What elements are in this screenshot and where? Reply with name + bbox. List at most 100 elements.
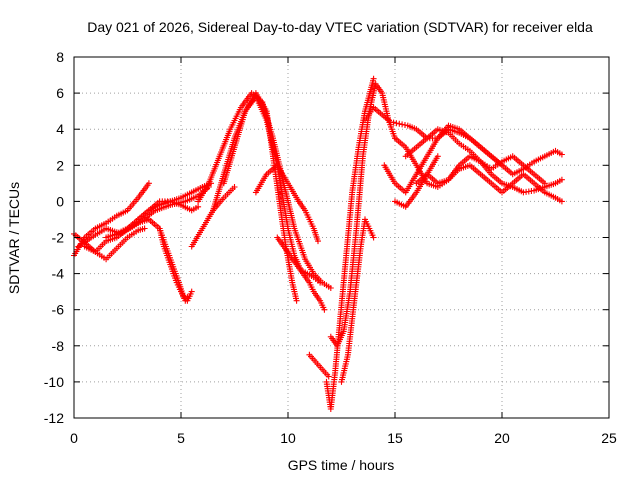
- data-trace-segment: [206, 155, 222, 185]
- data-trace-segment: [522, 163, 536, 176]
- x-tick-label: 0: [70, 430, 78, 446]
- data-point: [541, 180, 548, 187]
- data-trace-segment: [501, 154, 514, 164]
- data-trace-segment: [447, 123, 461, 132]
- data-point: [182, 297, 189, 304]
- data-point: [315, 238, 321, 245]
- data-trace-segment: [436, 126, 450, 136]
- data-point: [184, 294, 191, 301]
- x-axis-label: GPS time / hours: [288, 457, 395, 473]
- data-trace-segment: [168, 263, 179, 284]
- data-trace-segment: [532, 172, 546, 185]
- data-trace-segment: [468, 149, 482, 163]
- data-trace-segment: [458, 163, 471, 172]
- data-trace-segment: [349, 146, 362, 194]
- data-trace-segment: [339, 354, 351, 383]
- data-trace-segment: [126, 218, 140, 230]
- data-point: [558, 198, 565, 205]
- y-tick-label: -12: [44, 410, 64, 426]
- data-trace-segment: [490, 172, 504, 185]
- data-trace-segment: [147, 218, 161, 230]
- x-tick-label: 15: [387, 430, 403, 446]
- data-trace-segment: [115, 236, 129, 250]
- y-tick-label: 4: [56, 121, 64, 137]
- data-point: [370, 75, 377, 82]
- data-trace-segment: [511, 185, 525, 195]
- data-trace-segment: [161, 245, 173, 266]
- data-trace-segment: [83, 227, 97, 239]
- data-trace-segment: [372, 106, 384, 117]
- data-point: [396, 120, 403, 127]
- data-trace-segment: [221, 146, 237, 185]
- data-trace-segment: [458, 154, 472, 167]
- data-trace-segment: [425, 127, 439, 140]
- y-tick-label: -4: [52, 266, 65, 282]
- data-trace-segment: [543, 148, 557, 159]
- data-trace-segment: [404, 145, 418, 158]
- y-tick-label: 8: [56, 49, 64, 65]
- data-trace-segment: [380, 113, 392, 124]
- x-tick-label: 10: [280, 430, 296, 446]
- data-trace-segment: [447, 126, 461, 136]
- data-trace-segment: [115, 226, 129, 236]
- data-trace-segment: [179, 290, 188, 302]
- series-track-11: [188, 184, 238, 250]
- data-trace-segment: [189, 227, 205, 248]
- data-trace-segment: [382, 164, 397, 185]
- data-trace-segment: [292, 227, 308, 260]
- y-tick-label: -6: [52, 302, 65, 318]
- data-trace-segment: [196, 182, 211, 203]
- data-trace-segment: [185, 290, 194, 302]
- data-trace-segment: [263, 110, 276, 157]
- data-trace-segment: [321, 281, 332, 290]
- data-point: [141, 225, 148, 232]
- data-trace-segment: [543, 181, 557, 190]
- y-tick-label: -2: [52, 230, 65, 246]
- data-trace-segment: [436, 177, 450, 186]
- data-trace-segment: [425, 137, 440, 158]
- data-trace-segment: [301, 272, 312, 284]
- data-trace-segment: [311, 227, 321, 242]
- data-trace-segment: [320, 368, 331, 378]
- data-trace-segment: [511, 154, 525, 167]
- data-trace-segment: [379, 92, 391, 121]
- data-trace-segment: [94, 221, 107, 231]
- data-trace-segment: [328, 372, 338, 410]
- data-trace-segment: [500, 163, 514, 176]
- data-trace-segment: [281, 182, 297, 230]
- y-tick-label: 6: [56, 85, 64, 101]
- data-trace-segment: [232, 110, 248, 149]
- data-trace-segment: [289, 281, 299, 302]
- data-trace-segment: [126, 196, 140, 212]
- data-point: [387, 119, 394, 125]
- y-tick-label: -8: [52, 338, 65, 354]
- series-track-12: [252, 162, 302, 205]
- data-trace-segment: [174, 281, 183, 293]
- data-trace-segment: [105, 235, 118, 244]
- data-trace-segment: [458, 142, 471, 153]
- data-trace-segment: [83, 244, 97, 254]
- y-tick-label: -10: [44, 374, 64, 390]
- data-trace-segment: [363, 106, 376, 122]
- data-trace-segment: [347, 227, 360, 293]
- data-trace-segment: [404, 191, 419, 208]
- data-trace-segment: [353, 155, 366, 230]
- data-trace-segment: [184, 193, 199, 204]
- data-trace-segment: [94, 250, 107, 261]
- series-track-23: [402, 126, 548, 187]
- data-trace-segment: [345, 318, 355, 356]
- data-point: [434, 153, 441, 160]
- data-trace-segment: [180, 203, 193, 213]
- data-trace-segment: [254, 92, 269, 113]
- y-axis-label: SDTVAR / TECUs: [6, 182, 22, 294]
- data-trace-segment: [137, 226, 146, 233]
- data-trace-segment: [341, 290, 353, 333]
- data-trace-segment: [286, 182, 301, 203]
- data-point: [195, 203, 202, 210]
- data-trace-segment: [115, 208, 129, 218]
- series-track-14: [295, 198, 321, 245]
- data-trace-segment: [312, 290, 322, 302]
- data-trace-segment: [479, 172, 493, 185]
- data-trace-segment: [282, 245, 292, 257]
